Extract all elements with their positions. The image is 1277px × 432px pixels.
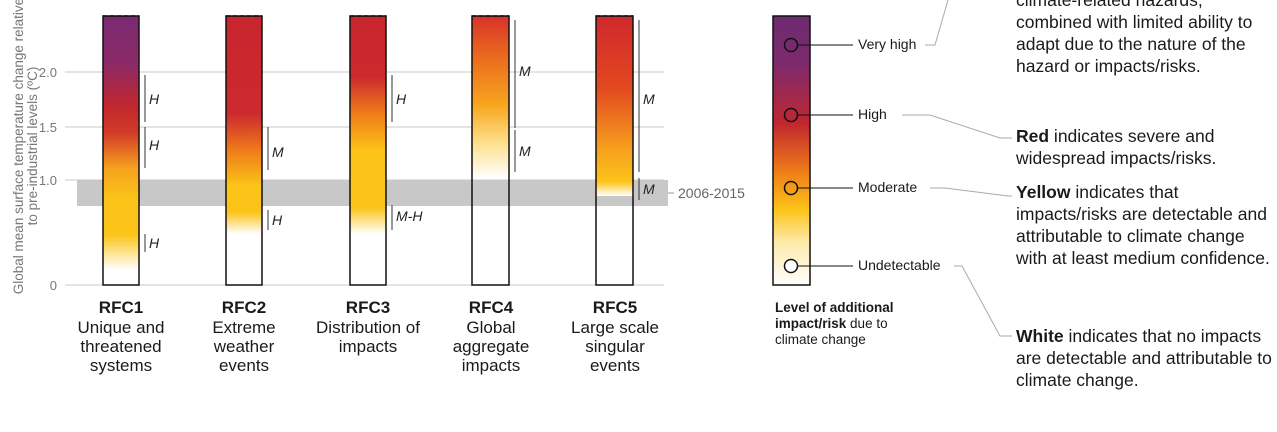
y-tick-1.0: 1.0 xyxy=(39,173,57,188)
description-red: Red indicates severe and widespread impa… xyxy=(1016,125,1277,169)
y-tick-labels: 2.0 1.5 1.0 0 xyxy=(39,65,57,293)
description-purple: climate-related hazards, combined with l… xyxy=(1016,0,1277,77)
y-axis-label: Global mean surface temperature change r… xyxy=(11,0,40,296)
legend-marker-undetectable xyxy=(783,258,799,274)
description-white: White indicates that no impacts are dete… xyxy=(1016,325,1277,391)
legend-title-bold: Level of additional impact/risk xyxy=(775,300,894,331)
category-rfc5: RFC5 Large scale singular events xyxy=(550,298,680,375)
rfc5-conf-2: M xyxy=(643,181,655,197)
rfc1-conf-2: H xyxy=(149,137,160,153)
bar-rfc2-fill xyxy=(226,16,262,234)
bars xyxy=(102,15,634,286)
bar-rfc5 xyxy=(595,15,634,286)
confidence-labels: H H H M H H M-H M M M M xyxy=(149,63,655,251)
rfc2-conf-1: M xyxy=(272,144,284,160)
bar-rfc4-fill xyxy=(472,16,509,178)
rfc1-conf-3: H xyxy=(149,235,160,251)
category-rfc2-code: RFC2 xyxy=(221,298,267,317)
description-yellow: Yellow indicates that impacts/risks are … xyxy=(1016,181,1277,269)
legend-scale xyxy=(772,15,853,286)
legend-marker-high xyxy=(783,107,799,123)
category-rfc1-code: RFC1 xyxy=(98,298,144,317)
y-tick-0: 0 xyxy=(50,278,57,293)
rfc3-conf-1: H xyxy=(396,91,407,107)
category-rfc5-name: Large scale singular events xyxy=(571,318,659,375)
legend-marker-moderate xyxy=(783,180,799,196)
description-yellow-bold: Yellow xyxy=(1016,182,1071,202)
category-rfc2-name: Extreme weather events xyxy=(212,318,276,375)
legend-marker-very-high xyxy=(783,37,799,53)
legend-label-high: High xyxy=(858,106,887,122)
bar-rfc3 xyxy=(349,15,387,286)
bar-rfc1 xyxy=(102,15,140,286)
rfc4-conf-2: M xyxy=(519,143,531,159)
legend-label-undetectable: Undetectable xyxy=(858,257,941,273)
category-rfc4: RFC4 Global aggregate impacts xyxy=(426,298,556,375)
rfc1-conf-1: H xyxy=(149,91,160,107)
legend-label-very-high: Very high xyxy=(858,36,917,52)
reference-band-label: 2006-2015 xyxy=(678,185,745,201)
description-yellow-text: indicates that impacts/risks are detecta… xyxy=(1016,182,1270,268)
category-rfc1: RFC1 Unique and threatened systems xyxy=(56,298,186,375)
category-rfc4-name: Global aggregate impacts xyxy=(452,318,530,375)
legend-title: Level of additional impact/risk due to c… xyxy=(775,300,925,348)
category-rfc1-name: Unique and threatened systems xyxy=(77,318,165,375)
rfc2-conf-2: H xyxy=(272,212,283,228)
category-rfc3: RFC3 Distribution of impacts xyxy=(303,298,433,356)
legend-outline xyxy=(772,15,811,286)
legend-title-rest: due to climate change xyxy=(775,316,888,347)
leader-very-high xyxy=(925,0,949,46)
leader-high xyxy=(902,114,1012,139)
y-tick-2.0: 2.0 xyxy=(39,65,57,80)
description-red-bold: Red xyxy=(1016,126,1050,146)
category-rfc3-name: Distribution of impacts xyxy=(316,318,420,356)
rfc4-conf-1: M xyxy=(519,63,531,79)
confidence-markers xyxy=(144,20,640,252)
y-axis-label-text: Global mean surface temperature change r… xyxy=(11,0,40,295)
bar-rfc1-fill xyxy=(103,16,139,270)
leader-undetectable xyxy=(954,265,1012,337)
rfc5-conf-1: M xyxy=(643,91,655,107)
category-rfc5-code: RFC5 xyxy=(592,298,638,317)
leader-moderate xyxy=(930,187,1012,197)
category-rfc3-code: RFC3 xyxy=(345,298,391,317)
bar-rfc2 xyxy=(225,15,263,286)
description-leaders xyxy=(902,0,1012,337)
description-white-bold: White xyxy=(1016,326,1064,346)
legend-gradient xyxy=(773,16,810,285)
bar-rfc4 xyxy=(471,15,510,286)
bar-rfc4-outline xyxy=(471,15,510,286)
bar-rfc5-fill xyxy=(596,16,633,196)
category-rfc2: RFC2 Extreme weather events xyxy=(179,298,309,375)
bar-rfc5-outline xyxy=(595,15,634,286)
bar-rfc3-fill xyxy=(350,16,386,234)
legend-label-moderate: Moderate xyxy=(858,179,918,195)
category-rfc4-code: RFC4 xyxy=(468,298,514,317)
y-tick-1.5: 1.5 xyxy=(39,120,57,135)
description-white-text: indicates that no impacts are detectable… xyxy=(1016,326,1272,390)
rfc3-conf-2: M-H xyxy=(396,208,423,224)
description-red-text: indicates severe and widespread impacts/… xyxy=(1016,126,1217,168)
description-purple-text: climate-related hazards, combined with l… xyxy=(1016,0,1253,76)
